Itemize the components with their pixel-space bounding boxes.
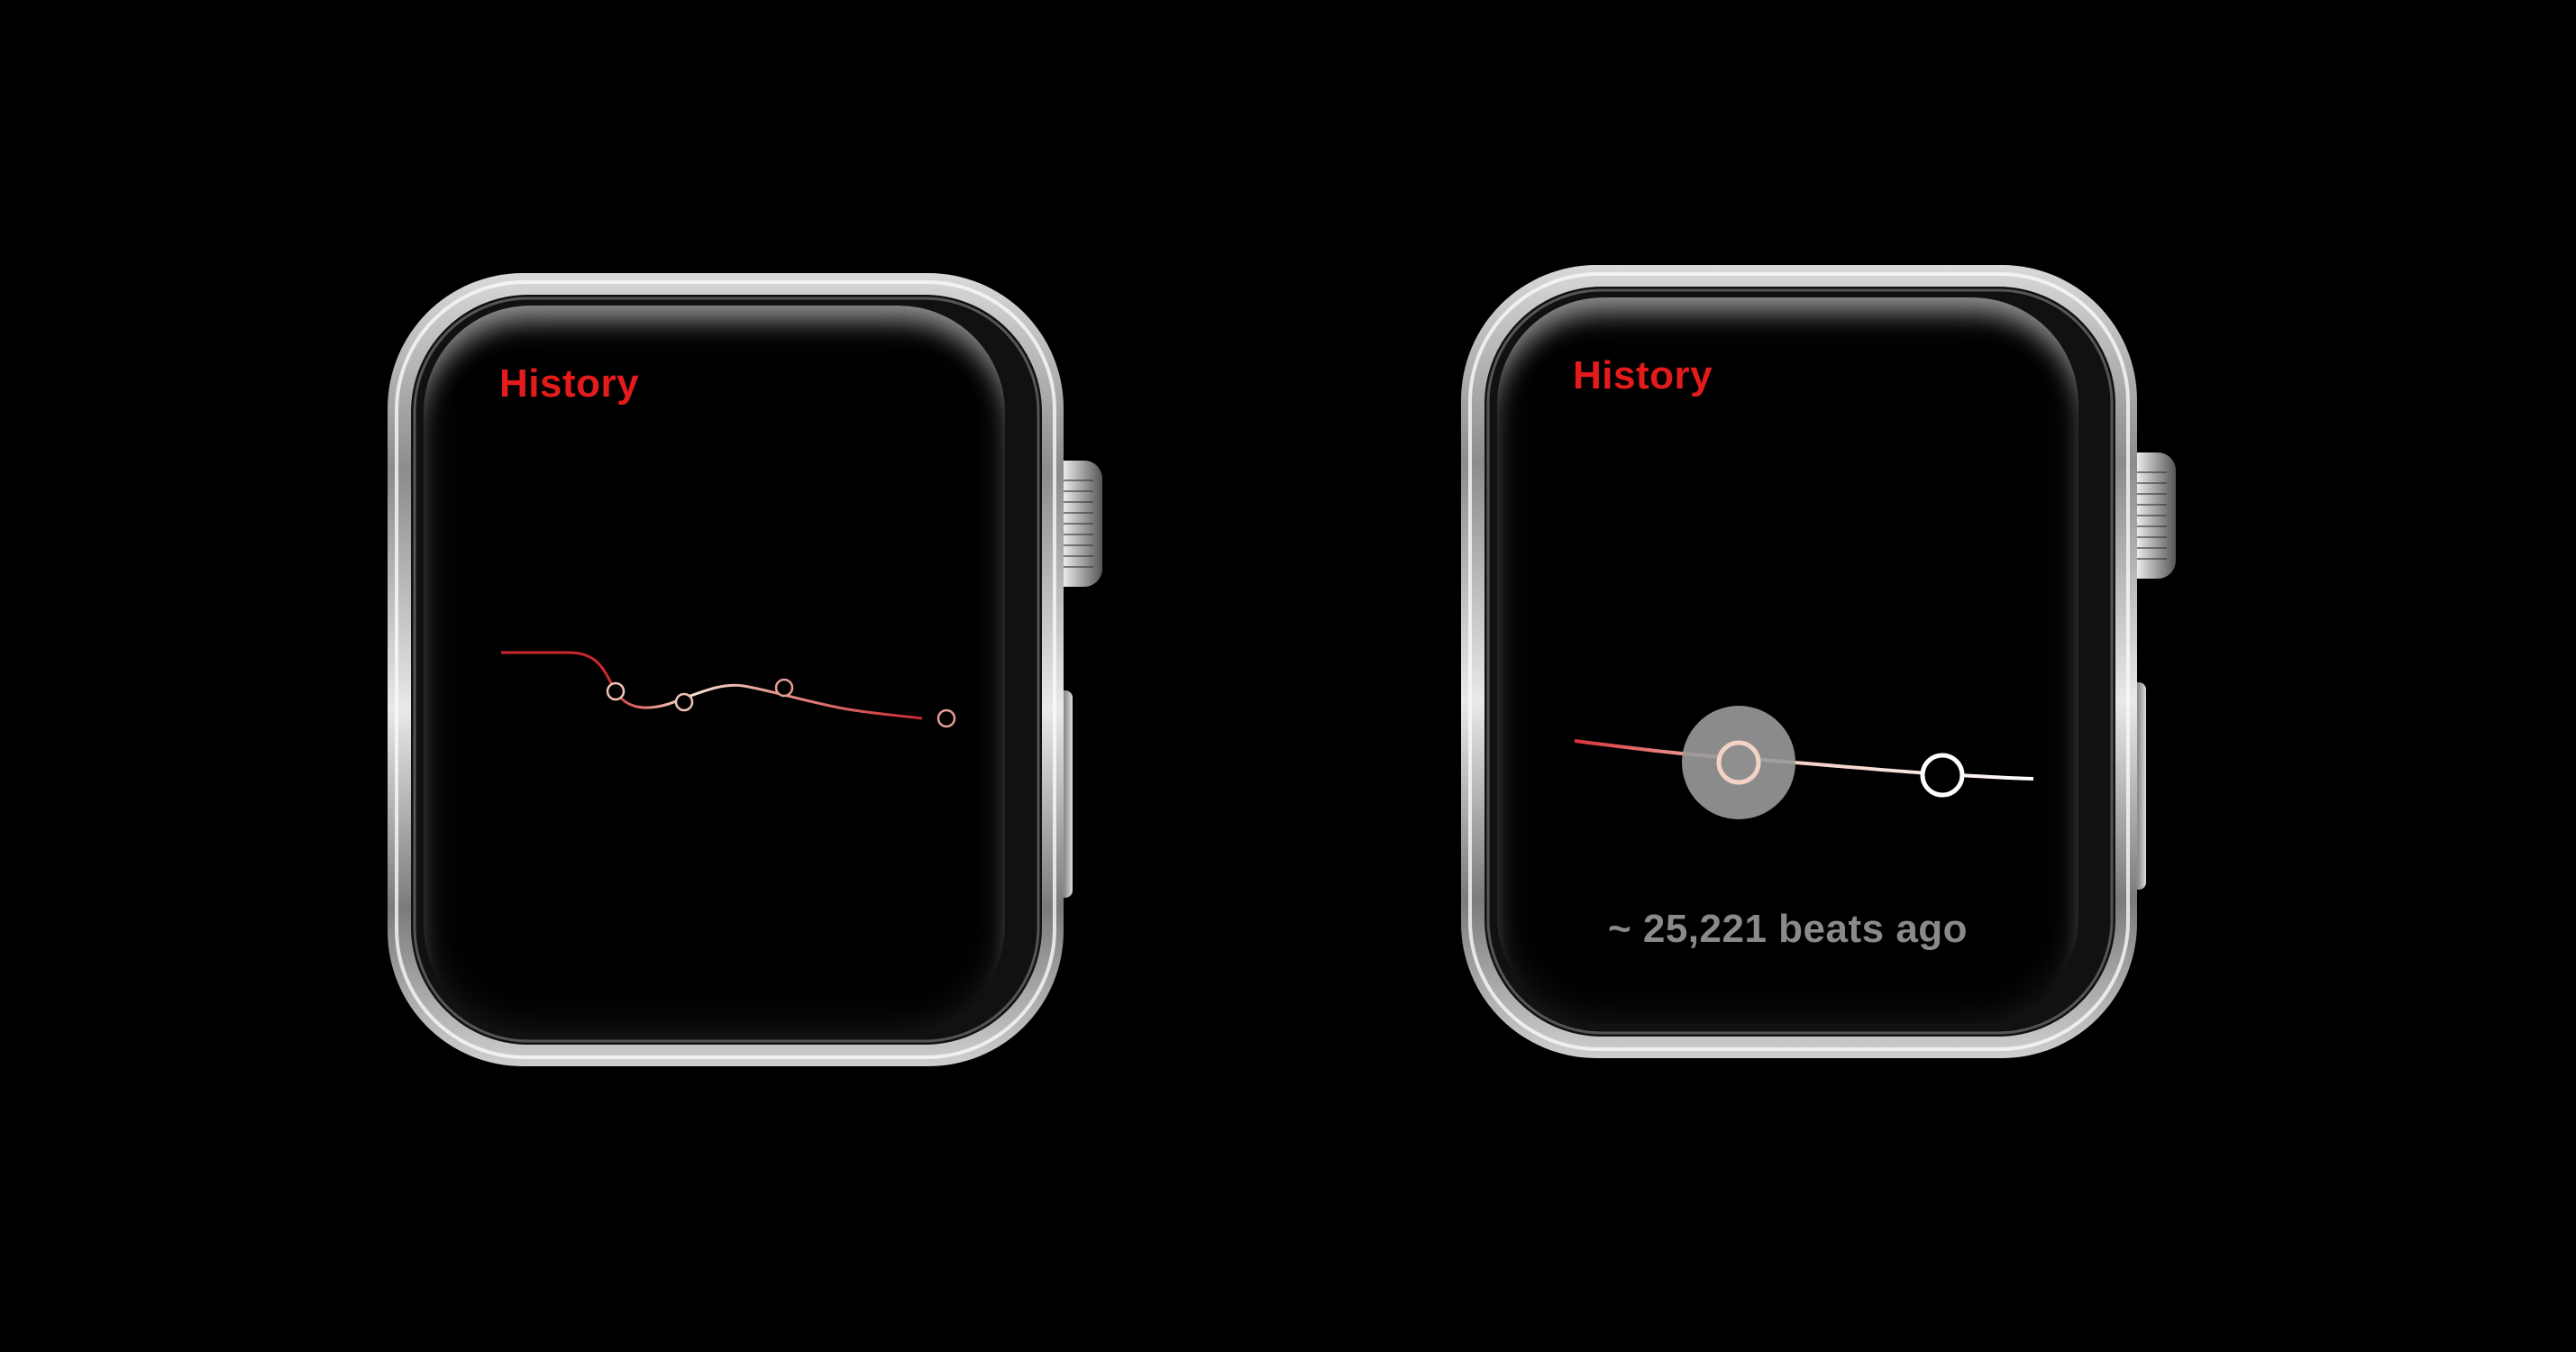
history-point[interactable]	[1920, 753, 1965, 798]
history-point[interactable]	[674, 692, 694, 712]
beats-ago-label: ~ 25,221 beats ago	[1607, 907, 1969, 951]
history-graph[interactable]	[1497, 297, 2078, 1024]
watch-screen[interactable]: History ~ 25,221 beats ago	[1497, 297, 2078, 1024]
history-line	[1574, 739, 2034, 781]
history-graph[interactable]	[424, 306, 1005, 1032]
history-point[interactable]	[774, 678, 794, 698]
selected-history-point[interactable]	[1716, 740, 1761, 785]
watch-screen[interactable]: History	[424, 306, 1005, 1032]
history-point[interactable]	[936, 708, 956, 728]
watch-right: History ~ 25,221 beats ago	[1461, 265, 2176, 1058]
history-point[interactable]	[606, 681, 626, 701]
page-title: History	[1573, 353, 1713, 397]
watch-left: History	[388, 273, 1102, 1066]
history-line	[501, 651, 923, 720]
page-title: History	[499, 361, 640, 406]
